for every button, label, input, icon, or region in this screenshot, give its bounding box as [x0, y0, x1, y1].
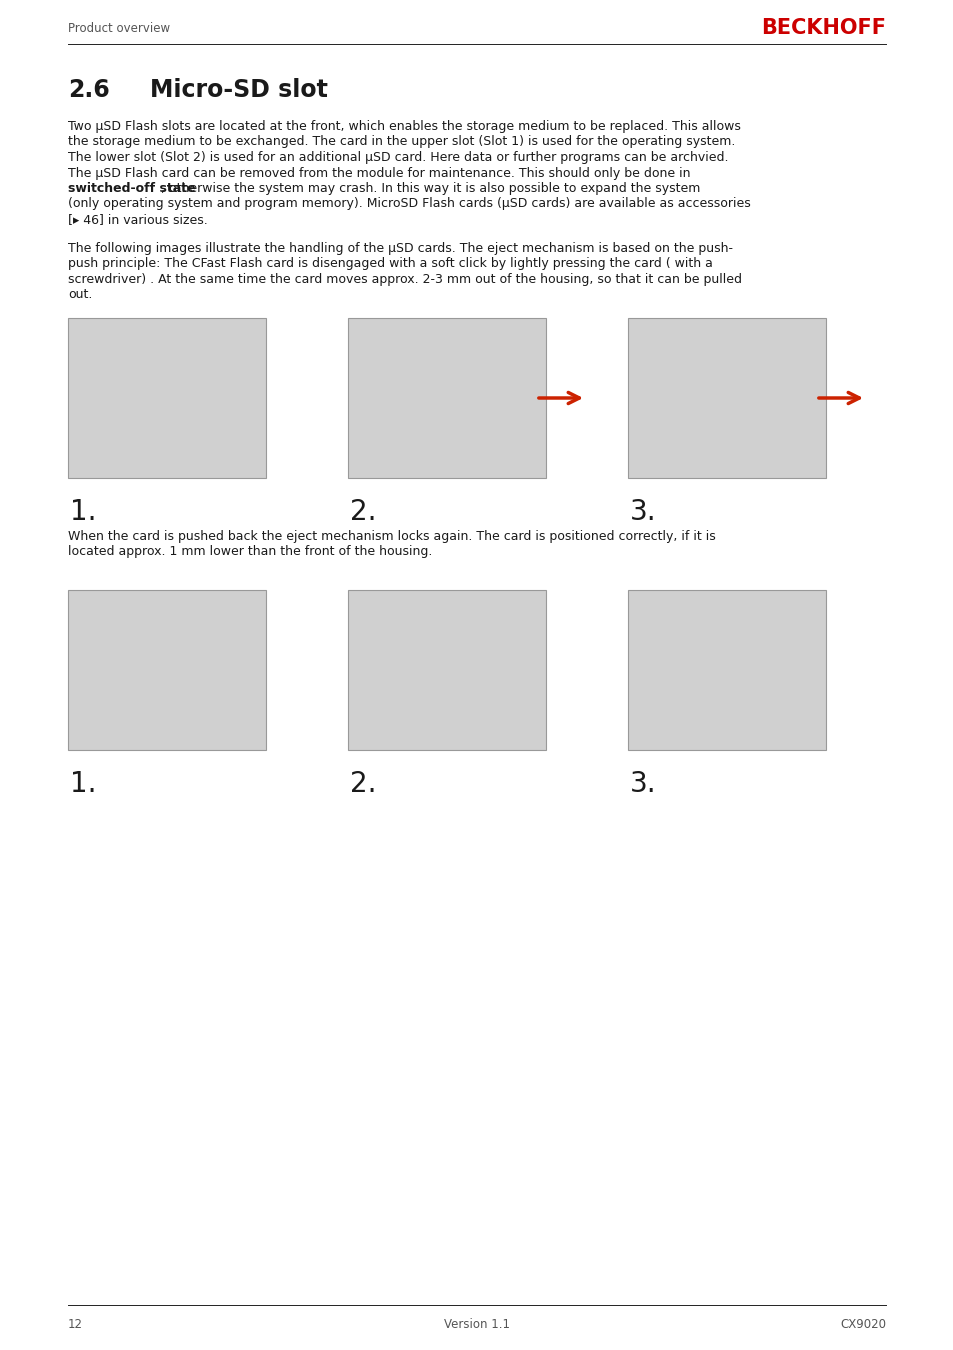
- Bar: [348, 590, 545, 751]
- Text: CX9020: CX9020: [840, 1318, 885, 1331]
- Text: The lower slot (Slot 2) is used for an additional μSD card. Here data or further: The lower slot (Slot 2) is used for an a…: [68, 151, 728, 163]
- Text: Micro-SD slot: Micro-SD slot: [150, 78, 328, 103]
- Bar: [627, 590, 825, 751]
- Bar: [68, 590, 266, 751]
- Text: Product overview: Product overview: [68, 22, 170, 35]
- Text: When the card is pushed back the eject mechanism locks again. The card is positi: When the card is pushed back the eject m…: [68, 531, 715, 543]
- Text: switched-off state: switched-off state: [68, 182, 195, 194]
- Text: out.: out.: [68, 289, 92, 301]
- Text: 12: 12: [68, 1318, 83, 1331]
- Text: 2.6: 2.6: [68, 78, 110, 103]
- Text: (only operating system and program memory). MicroSD Flash cards (μSD cards) are : (only operating system and program memor…: [68, 197, 750, 211]
- Text: The following images illustrate the handling of the μSD cards. The eject mechani: The following images illustrate the hand…: [68, 242, 732, 255]
- Text: located approx. 1 mm lower than the front of the housing.: located approx. 1 mm lower than the fron…: [68, 545, 432, 559]
- Text: 1.: 1.: [70, 769, 96, 798]
- Text: the storage medium to be exchanged. The card in the upper slot (Slot 1) is used : the storage medium to be exchanged. The …: [68, 135, 735, 148]
- Text: Version 1.1: Version 1.1: [443, 1318, 510, 1331]
- Text: , otherwise the system may crash. In this way it is also possible to expand the : , otherwise the system may crash. In thi…: [161, 182, 700, 194]
- Text: push principle: The CFast Flash card is disengaged with a soft click by lightly : push principle: The CFast Flash card is …: [68, 258, 712, 270]
- Text: The μSD Flash card can be removed from the module for maintenance. This should o: The μSD Flash card can be removed from t…: [68, 166, 690, 180]
- Text: 2.: 2.: [350, 498, 376, 526]
- Bar: [627, 319, 825, 478]
- Text: 3.: 3.: [629, 498, 656, 526]
- Text: 2.: 2.: [350, 769, 376, 798]
- Text: 3.: 3.: [629, 769, 656, 798]
- Bar: [348, 319, 545, 478]
- Text: 1.: 1.: [70, 498, 96, 526]
- Text: BECKHOFF: BECKHOFF: [760, 18, 885, 38]
- Text: screwdriver) . At the same time the card moves approx. 2-3 mm out of the housing: screwdriver) . At the same time the card…: [68, 273, 741, 286]
- Text: [▸ 46] in various sizes.: [▸ 46] in various sizes.: [68, 213, 208, 225]
- Text: Two μSD Flash slots are located at the front, which enables the storage medium t: Two μSD Flash slots are located at the f…: [68, 120, 740, 134]
- Bar: [68, 319, 266, 478]
